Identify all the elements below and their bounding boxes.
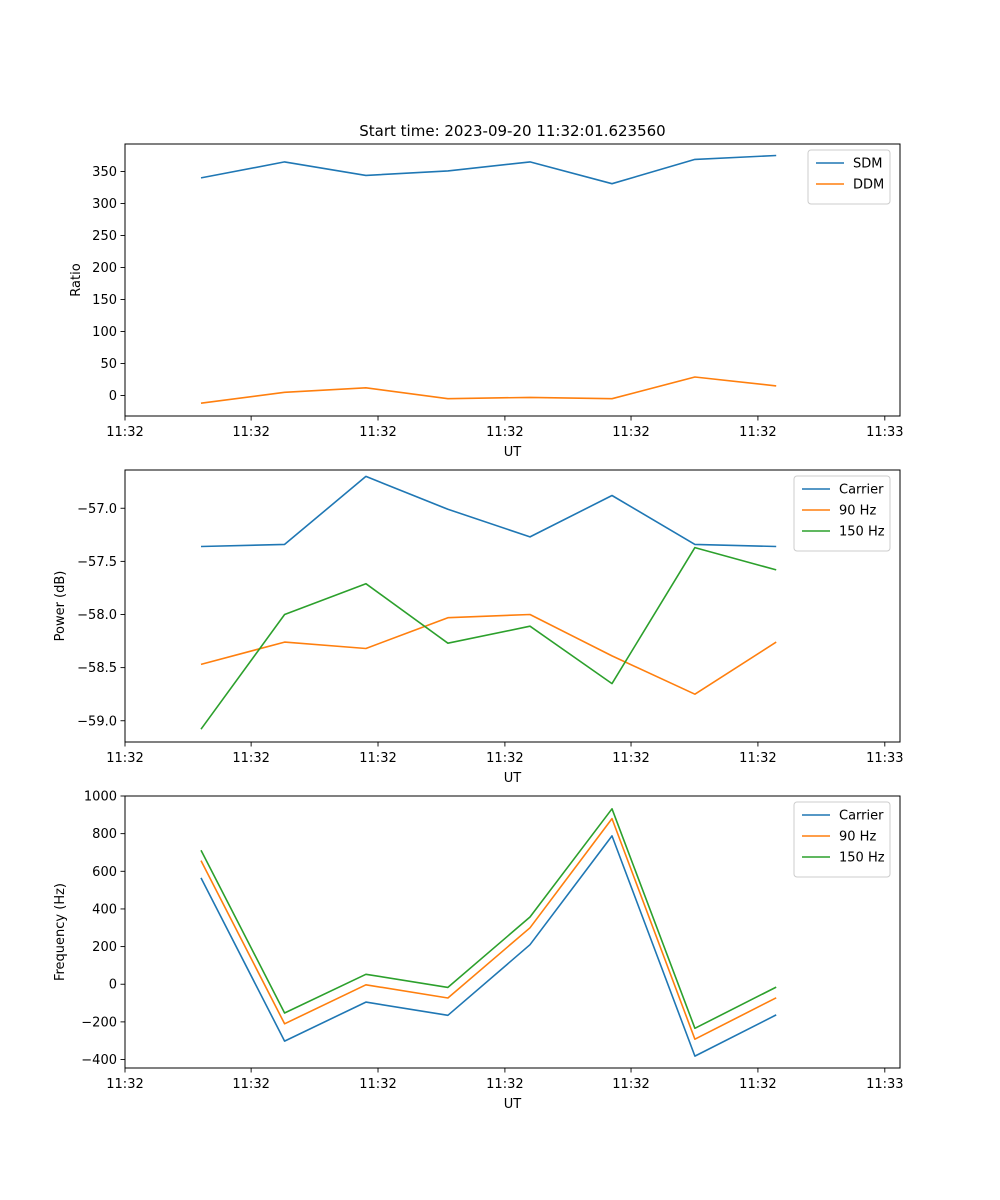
x-tick-label: 11:32 xyxy=(106,1077,143,1092)
figure-title: Start time: 2023-09-20 11:32:01.623560 xyxy=(359,122,665,140)
legend: Carrier 90 Hz 150 Hz xyxy=(793,801,891,878)
x-tick-label: 11:32 xyxy=(486,1077,523,1092)
legend-label: SDM xyxy=(853,157,882,172)
x-tick-label: 11:32 xyxy=(106,425,143,440)
legend-label: DDM xyxy=(853,178,884,193)
series-group xyxy=(200,154,777,404)
series-line-90-hz xyxy=(200,613,777,696)
x-tick-label: 11:32 xyxy=(232,751,269,766)
chart-panel-1: 11:32 11:32 11:32 11:32 11:32 11:32 11:33 0 50 10… xyxy=(69,143,904,460)
chart-panel-2: 11:32 11:32 11:32 11:32 11:32 11:32 11:33 −59.0… xyxy=(53,469,904,786)
series-line-sdm xyxy=(200,154,777,185)
y-tick-label: −58.5 xyxy=(77,661,117,676)
y-tick-label: 800 xyxy=(92,827,117,842)
y-tick-label: 350 xyxy=(92,165,117,180)
x-tick-label: 11:32 xyxy=(739,751,776,766)
y-tick-label: −57.0 xyxy=(77,502,117,517)
x-tick-label: 11:32 xyxy=(106,751,143,766)
y-tick-label: 300 xyxy=(92,197,117,212)
x-tick-label: 11:33 xyxy=(866,425,903,440)
legend-label: 150 Hz xyxy=(839,851,885,866)
legend-label: Carrier xyxy=(839,809,884,824)
y-tick-label: 200 xyxy=(92,940,117,955)
x-tick-label: 11:33 xyxy=(866,1077,903,1092)
y-tick-label: 200 xyxy=(92,261,117,276)
axes-frame xyxy=(124,469,901,743)
series-line-150-hz xyxy=(200,807,777,1030)
x-tick-label: 11:32 xyxy=(739,1077,776,1092)
y-tick-label: 1000 xyxy=(84,790,117,805)
legend-box xyxy=(793,801,891,878)
y-axis-label: Ratio xyxy=(69,263,84,296)
x-tick-label: 11:32 xyxy=(486,751,523,766)
legend-label: 90 Hz xyxy=(839,504,876,519)
legend-box xyxy=(793,475,891,552)
legend: SDM DDM xyxy=(807,149,891,205)
x-tick-label: 11:32 xyxy=(359,751,396,766)
series-line-carrier xyxy=(200,835,777,1057)
y-tick-label: 400 xyxy=(92,902,117,917)
panels: 11:32 11:32 11:32 11:32 11:32 11:32 11:33 0 50 10… xyxy=(53,143,904,1113)
y-tick-label: 600 xyxy=(92,865,117,880)
x-tick-label: 11:32 xyxy=(612,751,649,766)
x-tick-label: 11:32 xyxy=(232,1077,269,1092)
x-tick-label: 11:32 xyxy=(612,425,649,440)
series-group xyxy=(200,807,777,1057)
series-line-carrier xyxy=(200,475,777,548)
legend-label: Carrier xyxy=(839,483,884,498)
y-tick-label: 250 xyxy=(92,229,117,244)
x-axis-label: UT xyxy=(504,1097,522,1112)
legend-label: 90 Hz xyxy=(839,830,876,845)
chart-panel-3: 11:32 11:32 11:32 11:32 11:32 11:32 11:33 −400 −… xyxy=(53,790,904,1113)
axes-frame xyxy=(124,143,901,417)
y-tick-label: 50 xyxy=(100,357,117,372)
x-tick-label: 11:32 xyxy=(612,1077,649,1092)
y-axis-label: Frequency (Hz) xyxy=(53,883,68,981)
series-line-90-hz xyxy=(200,817,777,1040)
x-tick-label: 11:33 xyxy=(866,751,903,766)
y-tick-label: 150 xyxy=(92,293,117,308)
x-tick-label: 11:32 xyxy=(359,1077,396,1092)
x-tick-label: 11:32 xyxy=(359,425,396,440)
y-tick-label: −57.5 xyxy=(77,555,117,570)
y-tick-label: −58.0 xyxy=(77,608,117,623)
y-tick-label: 0 xyxy=(109,978,117,993)
y-tick-label: −400 xyxy=(81,1053,117,1068)
x-tick-label: 11:32 xyxy=(232,425,269,440)
x-tick-label: 11:32 xyxy=(486,425,523,440)
y-tick-label: −200 xyxy=(81,1015,117,1030)
y-axis-label: Power (dB) xyxy=(53,571,68,642)
y-tick-label: 100 xyxy=(92,325,117,340)
x-axis-label: UT xyxy=(504,445,522,460)
y-tick-label: 0 xyxy=(109,389,117,404)
x-axis-label: UT xyxy=(504,771,522,786)
legend-label: 150 Hz xyxy=(839,525,885,540)
axes-frame xyxy=(124,795,901,1069)
x-tick-label: 11:32 xyxy=(739,425,776,440)
series-line-150-hz xyxy=(200,546,777,730)
series-line-ddm xyxy=(200,376,777,404)
legend: Carrier 90 Hz 150 Hz xyxy=(793,475,891,552)
series-group xyxy=(200,475,777,730)
y-tick-label: −59.0 xyxy=(77,714,117,729)
